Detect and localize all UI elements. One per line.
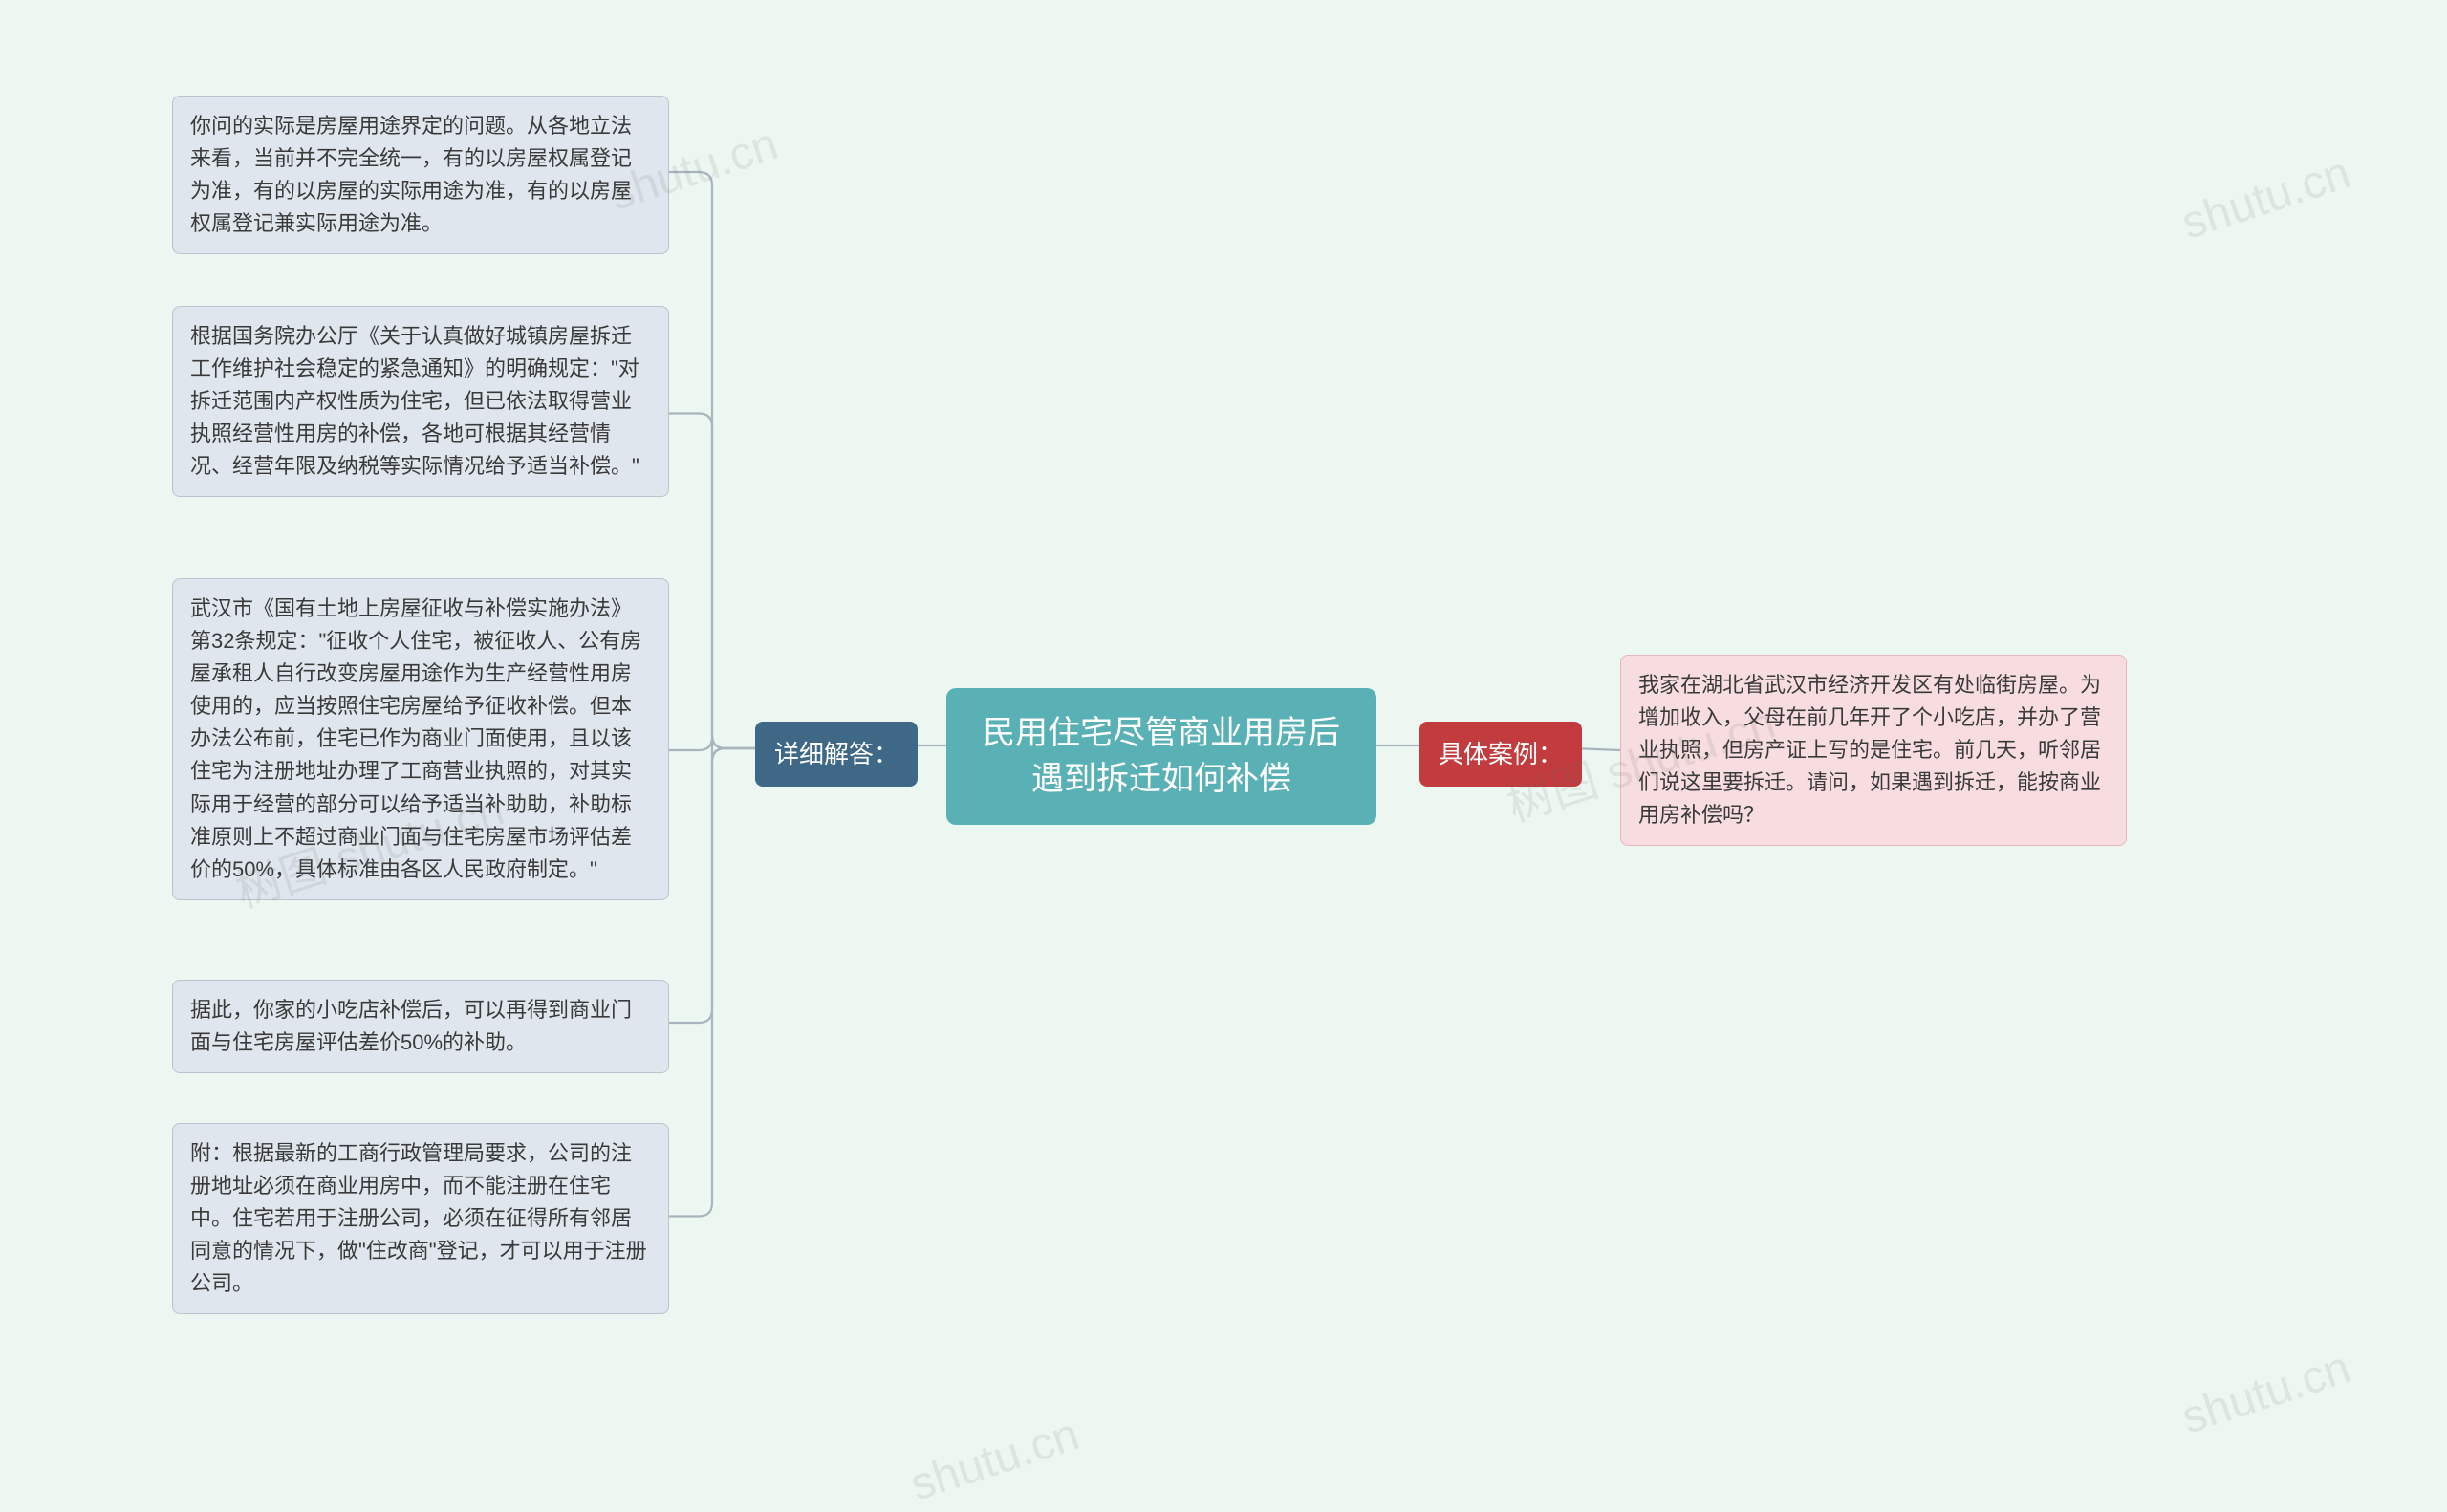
root-node: 民用住宅尽管商业用房后 遇到拆迁如何补偿 — [946, 688, 1376, 825]
right-branch-label-text: 具体案例： — [1439, 740, 1563, 768]
root-line1: 民用住宅尽管商业用房后 — [973, 711, 1350, 757]
left-branch-label: 详细解答： — [755, 722, 918, 787]
right-leaf: 我家在湖北省武汉市经济开发区有处临街房屋。为增加收入，父母在前几年开了个小吃店，… — [1620, 655, 2127, 846]
watermark: shutu.cn — [904, 1408, 1086, 1511]
watermark: shutu.cn — [2176, 1341, 2357, 1444]
left-leaf-text: 你问的实际是房屋用途界定的问题。从各地立法来看，当前并不完全统一，有的以房屋权属… — [190, 114, 632, 235]
left-leaf-text: 附：根据最新的工商行政管理局要求，公司的注册地址必须在商业用房中，而不能注册在住… — [190, 1141, 647, 1295]
left-leaf: 附：根据最新的工商行政管理局要求，公司的注册地址必须在商业用房中，而不能注册在住… — [172, 1123, 669, 1314]
left-leaf: 据此，你家的小吃店补偿后，可以再得到商业门面与住宅房屋评估差价50%的补助。 — [172, 980, 669, 1073]
watermark: shutu.cn — [2176, 146, 2357, 249]
left-branch-label-text: 详细解答： — [774, 740, 899, 768]
right-leaf-text: 我家在湖北省武汉市经济开发区有处临街房屋。为增加收入，父母在前几年开了个小吃店，… — [1638, 673, 2101, 827]
left-leaf-text: 武汉市《国有土地上房屋征收与补偿实施办法》第32条规定："征收个人住宅，被征收人… — [190, 596, 641, 881]
left-leaf: 你问的实际是房屋用途界定的问题。从各地立法来看，当前并不完全统一，有的以房屋权属… — [172, 96, 669, 254]
left-leaf: 武汉市《国有土地上房屋征收与补偿实施办法》第32条规定："征收个人住宅，被征收人… — [172, 578, 669, 900]
left-leaf-text: 据此，你家的小吃店补偿后，可以再得到商业门面与住宅房屋评估差价50%的补助。 — [190, 998, 632, 1054]
right-branch-label: 具体案例： — [1419, 722, 1582, 787]
left-leaf-text: 根据国务院办公厅《关于认真做好城镇房屋拆迁工作维护社会稳定的紧急通知》的明确规定… — [190, 324, 639, 478]
root-line2: 遇到拆迁如何补偿 — [973, 757, 1350, 803]
left-leaf: 根据国务院办公厅《关于认真做好城镇房屋拆迁工作维护社会稳定的紧急通知》的明确规定… — [172, 306, 669, 497]
